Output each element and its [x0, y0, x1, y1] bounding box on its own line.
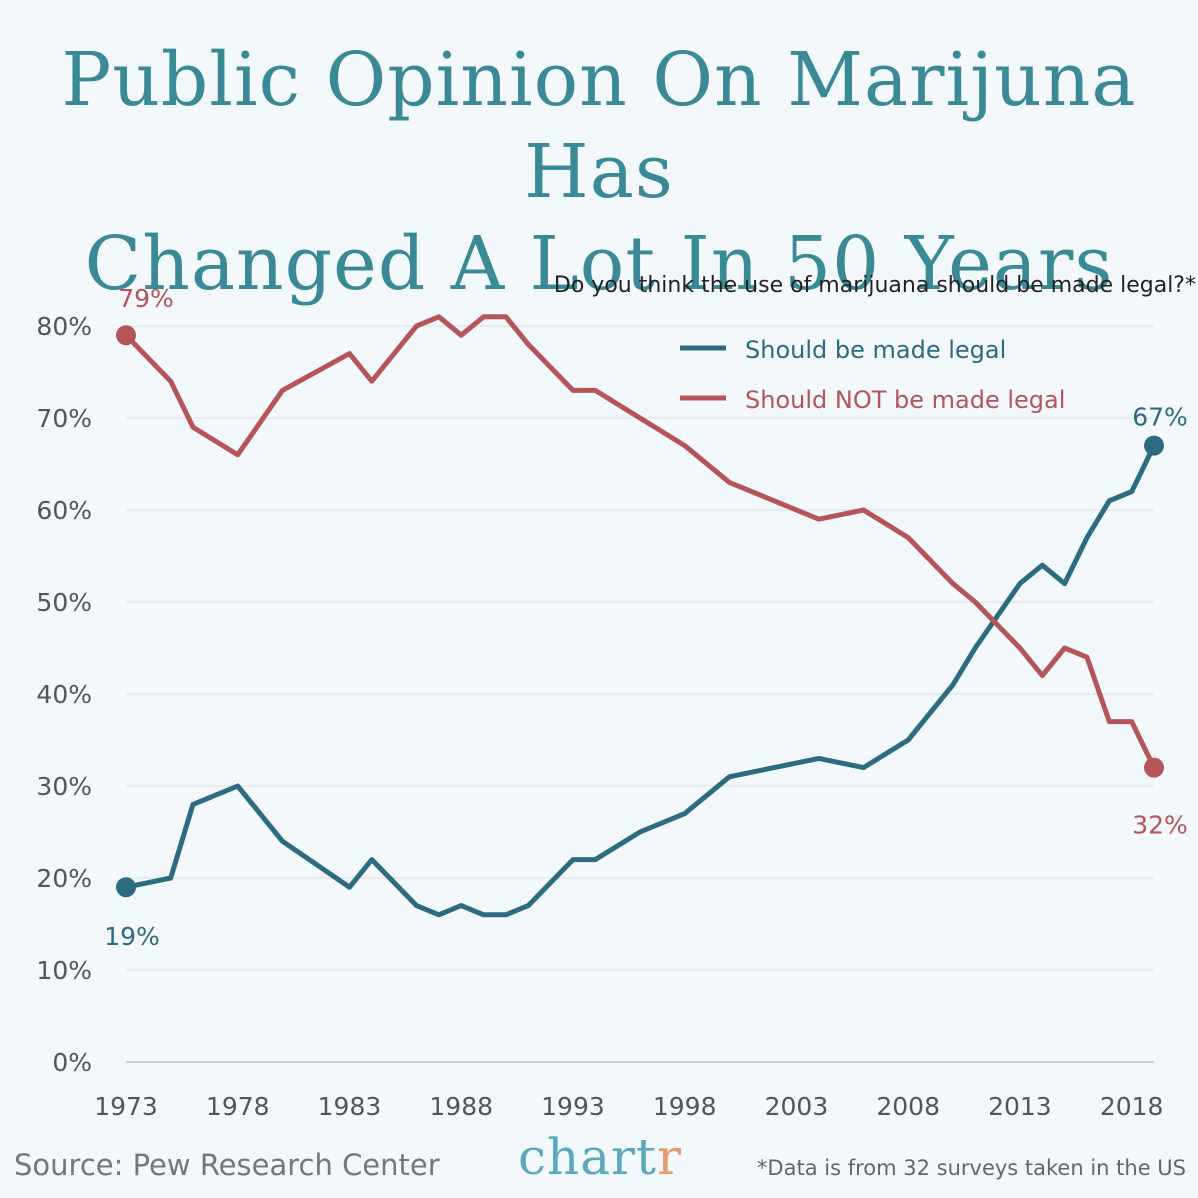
start-point	[116, 325, 136, 346]
end-data-label: 67%	[1132, 403, 1188, 432]
x-tick-label: 2018	[1100, 1092, 1164, 1121]
grid-lines	[126, 325, 1154, 1063]
y-tick-label: 0%	[52, 1048, 92, 1077]
legend-label-not-legal: Should NOT be made legal	[745, 386, 1065, 414]
legend-label-legal: Should be made legal	[745, 336, 1006, 364]
title-line-1: Public Opinion On Marijuna Has	[61, 37, 1137, 215]
y-tick-label: 60%	[36, 496, 92, 525]
y-tick-label: 20%	[36, 864, 92, 893]
end-data-label: 32%	[1132, 811, 1188, 840]
y-tick-label: 80%	[36, 312, 92, 341]
x-tick-label: 1978	[206, 1092, 270, 1121]
x-tick-label: 2003	[765, 1092, 829, 1121]
start-data-label: 19%	[104, 922, 160, 951]
x-tick-label: 1998	[653, 1092, 717, 1121]
end-point	[1144, 435, 1164, 456]
x-tick-label: 1988	[429, 1092, 493, 1121]
start-data-label: 79%	[118, 284, 174, 313]
endpoint-markers: 19% 67% 79% 32%	[104, 284, 1188, 951]
y-tick-label: 10%	[36, 956, 92, 985]
y-tick-label: 40%	[36, 680, 92, 709]
x-axis-ticks: 1973 1978 1983 1988 1993 1998 2003 2008 2013 2018	[94, 1092, 1163, 1121]
x-tick-label: 1973	[94, 1092, 158, 1121]
legend: Should be made legal Should NOT be made …	[680, 336, 1065, 414]
x-tick-label: 2013	[988, 1092, 1052, 1121]
start-point	[116, 877, 136, 898]
brand-logo: chartr	[518, 1128, 682, 1186]
y-tick-label: 30%	[36, 772, 92, 801]
chart-title: Public Opinion On Marijuna Has Changed A…	[0, 34, 1198, 310]
x-tick-label: 1993	[541, 1092, 605, 1121]
y-tick-label: 70%	[36, 404, 92, 433]
y-tick-label: 50%	[36, 588, 92, 617]
title-line-2: Changed A Lot In 50 Years	[84, 221, 1114, 307]
x-tick-label: 1983	[318, 1092, 382, 1121]
x-tick-label: 2008	[876, 1092, 940, 1121]
source-credit: Source: Pew Research Center	[14, 1148, 440, 1182]
brand-logo-main: chart	[518, 1128, 658, 1186]
y-axis-ticks: 0% 10% 20% 30% 40% 50% 60% 70% 80%	[36, 312, 92, 1077]
end-point	[1144, 757, 1164, 778]
data-footnote: *Data is from 32 surveys taken in the US	[756, 1156, 1186, 1180]
chart-subtitle: Do you think the use of marijuana should…	[554, 273, 1196, 298]
brand-logo-accent: r	[657, 1128, 682, 1186]
series-line-legal	[123, 443, 1157, 918]
series-lines	[123, 314, 1157, 918]
series-line-not-legal	[123, 314, 1157, 771]
